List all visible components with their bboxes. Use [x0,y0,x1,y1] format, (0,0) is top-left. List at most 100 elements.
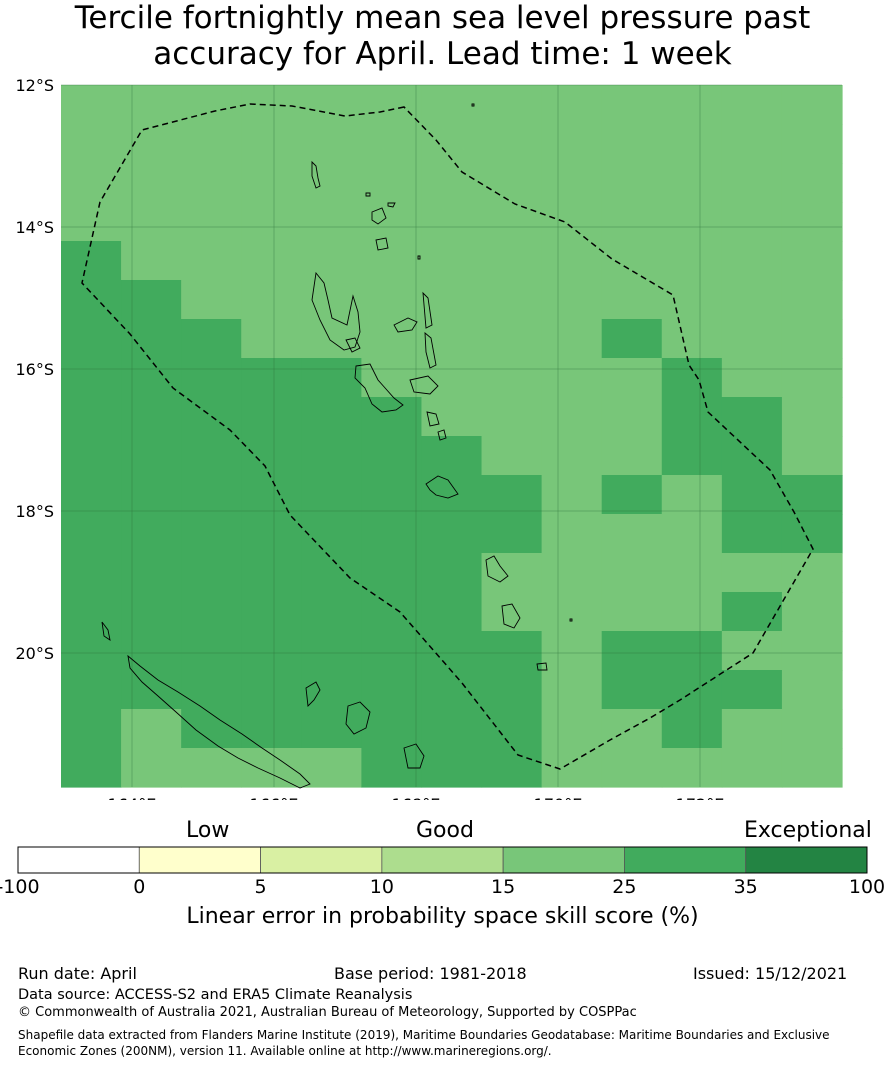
skill-cell [421,163,483,203]
skill-cell [121,241,182,281]
skill-cell [601,436,663,476]
colorbar-bin [17,846,140,874]
skill-cell [781,670,843,710]
colorbar-bin [624,846,747,874]
skill-cell [61,358,122,398]
skill-cell [421,358,483,398]
skill-cell [721,709,783,749]
skill-cell [361,709,423,749]
skill-cell [181,241,242,281]
skill-cell [361,436,423,476]
skill-cell [181,280,242,320]
skill-cell [121,631,182,671]
skill-cell [61,397,122,437]
lat-label: 18°S [15,502,54,521]
skill-cell [541,397,603,437]
skill-cell [481,748,543,788]
skill-cell [181,202,242,242]
skill-cell [781,475,843,515]
skill-cell [181,553,242,593]
skill-cell [601,514,663,554]
skill-cell [781,163,843,203]
skill-cell [301,397,362,437]
skill-cell [301,280,362,320]
skill-cell [601,319,663,359]
skill-cell [61,124,122,164]
skill-cell [541,85,603,125]
skill-cell [601,202,663,242]
skill-cell [721,631,783,671]
skill-cell [601,280,663,320]
skill-cell [661,436,723,476]
skill-cell [421,319,483,359]
skill-cell [481,85,543,125]
skill-cell [781,748,843,788]
skill-cell [661,553,723,593]
skill-cell [721,85,783,125]
eez-boundary [81,103,814,770]
skill-cell [61,592,122,632]
colorbar-tick-label: 25 [612,876,637,898]
skill-cell [121,553,182,593]
skill-cell [361,202,423,242]
skill-cell [721,475,783,515]
skill-cell [601,163,663,203]
skill-cell [61,553,122,593]
skill-cell [241,631,302,671]
skill-cell [541,436,603,476]
skill-cell [301,748,362,788]
skill-cell [121,319,182,359]
skill-cell [661,358,723,398]
skill-cell [781,709,843,749]
skill-cell [421,670,483,710]
skill-cell [601,241,663,281]
colorbar-tick-label: 15 [491,876,516,898]
skill-cell [301,553,362,593]
skill-cell [181,358,242,398]
base-period: Base period: 1981-2018 [334,964,527,983]
skill-cell [721,670,783,710]
skill-cell [301,631,362,671]
lat-label: 14°S [15,218,54,237]
skill-cell [781,553,843,593]
skill-cell [121,202,182,242]
skill-cell [301,358,362,398]
skill-cell [541,670,603,710]
skill-cell [181,85,242,125]
skill-cell [421,397,483,437]
colorbar-tick-label: 5 [254,876,267,898]
skill-cell [421,631,483,671]
skill-cell [721,202,783,242]
skill-cell [421,592,483,632]
skill-cell [721,124,783,164]
skill-cell [421,475,483,515]
skill-cell [781,85,843,125]
colorbar-tick-label: 0 [133,876,146,898]
skill-cell [361,241,423,281]
skill-cell [241,358,302,398]
skill-cell [481,475,543,515]
legend-label-exceptional: Exceptional [744,818,872,843]
skill-cell [121,358,182,398]
skill-cell [721,358,783,398]
skill-cell [481,709,543,749]
axis-labels: 12°S 14°S 16°S 18°S 20°S 164°E 166°E 168°E 170°E… [15,76,724,800]
legend-label-good: Good [416,818,474,843]
skill-cell [721,592,783,632]
skill-cell [661,592,723,632]
skill-cell [481,124,543,164]
skill-cell [121,436,182,476]
skill-cell [301,436,362,476]
skill-cell [181,124,242,164]
legend-label-low: Low [186,818,230,843]
run-date: Run date: April [18,964,137,983]
skill-cell [241,397,302,437]
skill-cell [721,514,783,554]
skill-cell [61,319,122,359]
skill-cell [541,163,603,203]
skill-cell [61,670,122,710]
skill-cell [421,124,483,164]
skill-cell [421,85,483,125]
skill-cell [181,436,242,476]
skill-cell [61,475,122,515]
